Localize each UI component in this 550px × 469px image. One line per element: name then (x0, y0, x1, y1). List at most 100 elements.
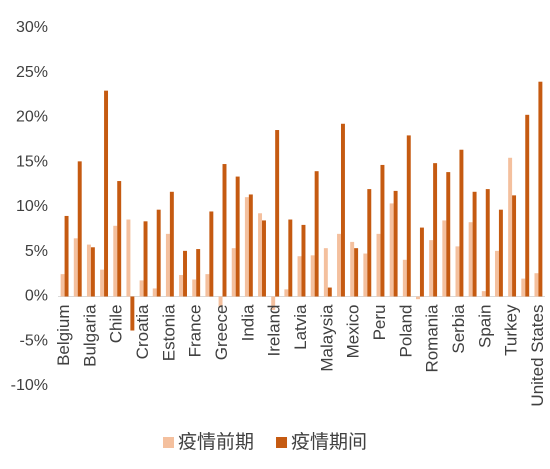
bar (468, 222, 473, 297)
x-tick-label: Poland (396, 305, 415, 358)
bar (402, 259, 407, 297)
bar (508, 157, 513, 297)
y-tick-label: 5% (25, 243, 48, 260)
bar (340, 123, 345, 297)
bar (337, 233, 341, 297)
bar (235, 176, 240, 297)
y-tick-label: -10% (11, 377, 48, 394)
x-tick-label: Latvia (291, 304, 310, 350)
bar (258, 213, 263, 297)
bar (64, 215, 69, 297)
bar (104, 90, 109, 297)
bar (244, 197, 249, 297)
bar (521, 278, 526, 297)
bar (284, 289, 289, 297)
bar (512, 195, 517, 297)
bar (389, 203, 394, 297)
bar (275, 130, 280, 297)
bar (143, 221, 148, 297)
bar (323, 248, 328, 297)
bar (152, 288, 157, 297)
x-tick-label: Serbia (449, 304, 468, 354)
bar (90, 247, 95, 297)
bar (498, 209, 503, 297)
bar (433, 163, 438, 297)
bar (165, 233, 170, 297)
bar (196, 249, 201, 297)
x-tick-label: United States (528, 305, 547, 407)
bar (350, 241, 355, 297)
x-tick-label: Romania (423, 304, 442, 373)
y-tick-label: -5% (20, 332, 48, 349)
bar (429, 240, 434, 297)
bar (442, 220, 447, 297)
y-tick-label: 30% (16, 19, 48, 36)
bar (262, 220, 266, 297)
bar (327, 287, 332, 297)
y-tick-label: 0% (25, 288, 48, 305)
x-tick-label: France (186, 305, 205, 358)
bar (538, 81, 543, 297)
bar (231, 248, 236, 297)
bar (297, 256, 302, 297)
bar (446, 172, 451, 297)
bar (73, 238, 78, 297)
bar (271, 296, 276, 310)
bar (363, 253, 368, 297)
bar (113, 225, 118, 297)
bar (139, 280, 144, 297)
legend-label: 疫情期间 (291, 431, 367, 453)
y-tick-label: 25% (16, 64, 48, 81)
bar (205, 274, 210, 297)
y-tick-label: 20% (16, 109, 48, 126)
x-tick-label: Estonia (159, 304, 178, 361)
bar (376, 233, 381, 297)
bar (525, 114, 530, 297)
bar (455, 246, 460, 297)
bar (169, 191, 174, 297)
x-tick-label: Malaysia (317, 304, 336, 372)
bar (301, 224, 306, 297)
legend-label: 疫情前期 (178, 431, 254, 453)
bar (77, 161, 82, 297)
bar (126, 219, 131, 297)
bar (459, 149, 464, 297)
bar (60, 274, 65, 297)
bar (367, 189, 372, 297)
bar (380, 164, 385, 297)
y-tick-label: 15% (16, 153, 48, 170)
bar (310, 255, 315, 297)
x-tick-label: Peru (370, 305, 389, 341)
x-tick-label: Ireland (265, 305, 284, 357)
bar (100, 269, 105, 297)
bar (406, 135, 411, 297)
bar (416, 296, 420, 300)
bar (481, 291, 486, 297)
bar (218, 296, 223, 308)
x-tick-label: Bulgaria (80, 304, 99, 367)
bar (354, 248, 359, 297)
bar (209, 211, 214, 297)
bar (534, 273, 539, 297)
x-tick-label: India (238, 304, 257, 341)
x-tick-label: Turkey (502, 304, 521, 356)
bar (130, 296, 135, 331)
bar (419, 227, 424, 297)
x-tick-label: Greece (212, 305, 231, 361)
bar (192, 279, 197, 297)
x-tick-label: Mexico (344, 305, 363, 359)
bar (314, 171, 319, 297)
bar (156, 209, 161, 297)
bar (222, 164, 227, 297)
bar (86, 244, 91, 297)
bar (494, 250, 499, 297)
bar (485, 189, 490, 297)
bar (288, 219, 293, 297)
x-tick-label: Belgium (54, 305, 73, 366)
legend-swatch (163, 437, 174, 448)
bar (248, 194, 253, 297)
bar (472, 191, 477, 297)
bar (183, 250, 187, 297)
bar (117, 181, 122, 297)
